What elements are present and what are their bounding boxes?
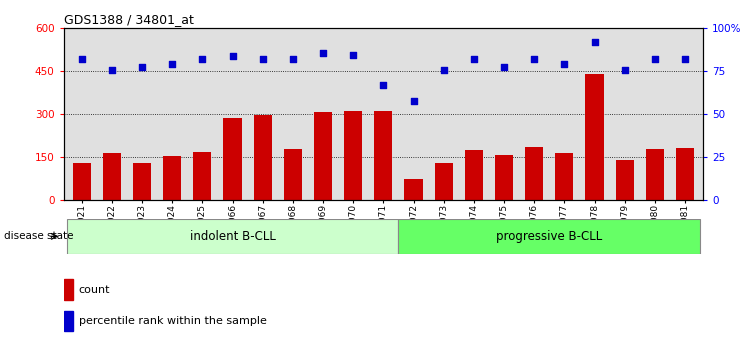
Point [227,53,239,59]
Bar [67,219,399,254]
Point [468,57,479,62]
Bar [344,111,362,200]
Bar [314,111,332,200]
Point [619,67,631,73]
Text: progressive B-CLL: progressive B-CLL [496,230,602,243]
Point [498,65,510,70]
Bar [405,179,423,200]
Bar [64,310,73,331]
Bar [435,163,453,200]
Point [317,51,329,56]
Bar [495,155,513,200]
Text: count: count [79,285,110,295]
Bar [465,150,483,200]
Point [76,57,88,62]
Point [136,65,148,70]
Bar [254,115,272,200]
Point [438,67,450,73]
Text: GDS1388 / 34801_at: GDS1388 / 34801_at [64,13,194,27]
Bar [646,149,664,200]
Bar [224,118,242,200]
Bar [163,156,181,200]
Point [347,52,359,58]
Point [679,57,691,62]
Text: indolent B-CLL: indolent B-CLL [189,230,275,243]
Point [528,56,540,61]
Text: disease state: disease state [4,231,73,241]
Text: percentile rank within the sample: percentile rank within the sample [79,316,266,326]
Bar [399,219,700,254]
Bar [73,163,91,200]
Point [408,98,420,104]
Bar [676,148,694,200]
Point [257,57,269,62]
Point [197,57,209,62]
Point [106,67,118,73]
Point [166,62,178,67]
Point [649,57,660,62]
Point [287,57,299,62]
Bar [525,147,543,200]
Bar [283,149,302,200]
Point [558,61,570,67]
Point [377,82,389,88]
Bar [133,163,151,200]
Bar [374,111,393,200]
Bar [102,152,121,200]
Bar [616,160,634,200]
Bar [64,279,73,300]
Bar [555,153,574,200]
Bar [586,73,604,200]
Point [589,39,601,45]
Bar [193,152,212,200]
